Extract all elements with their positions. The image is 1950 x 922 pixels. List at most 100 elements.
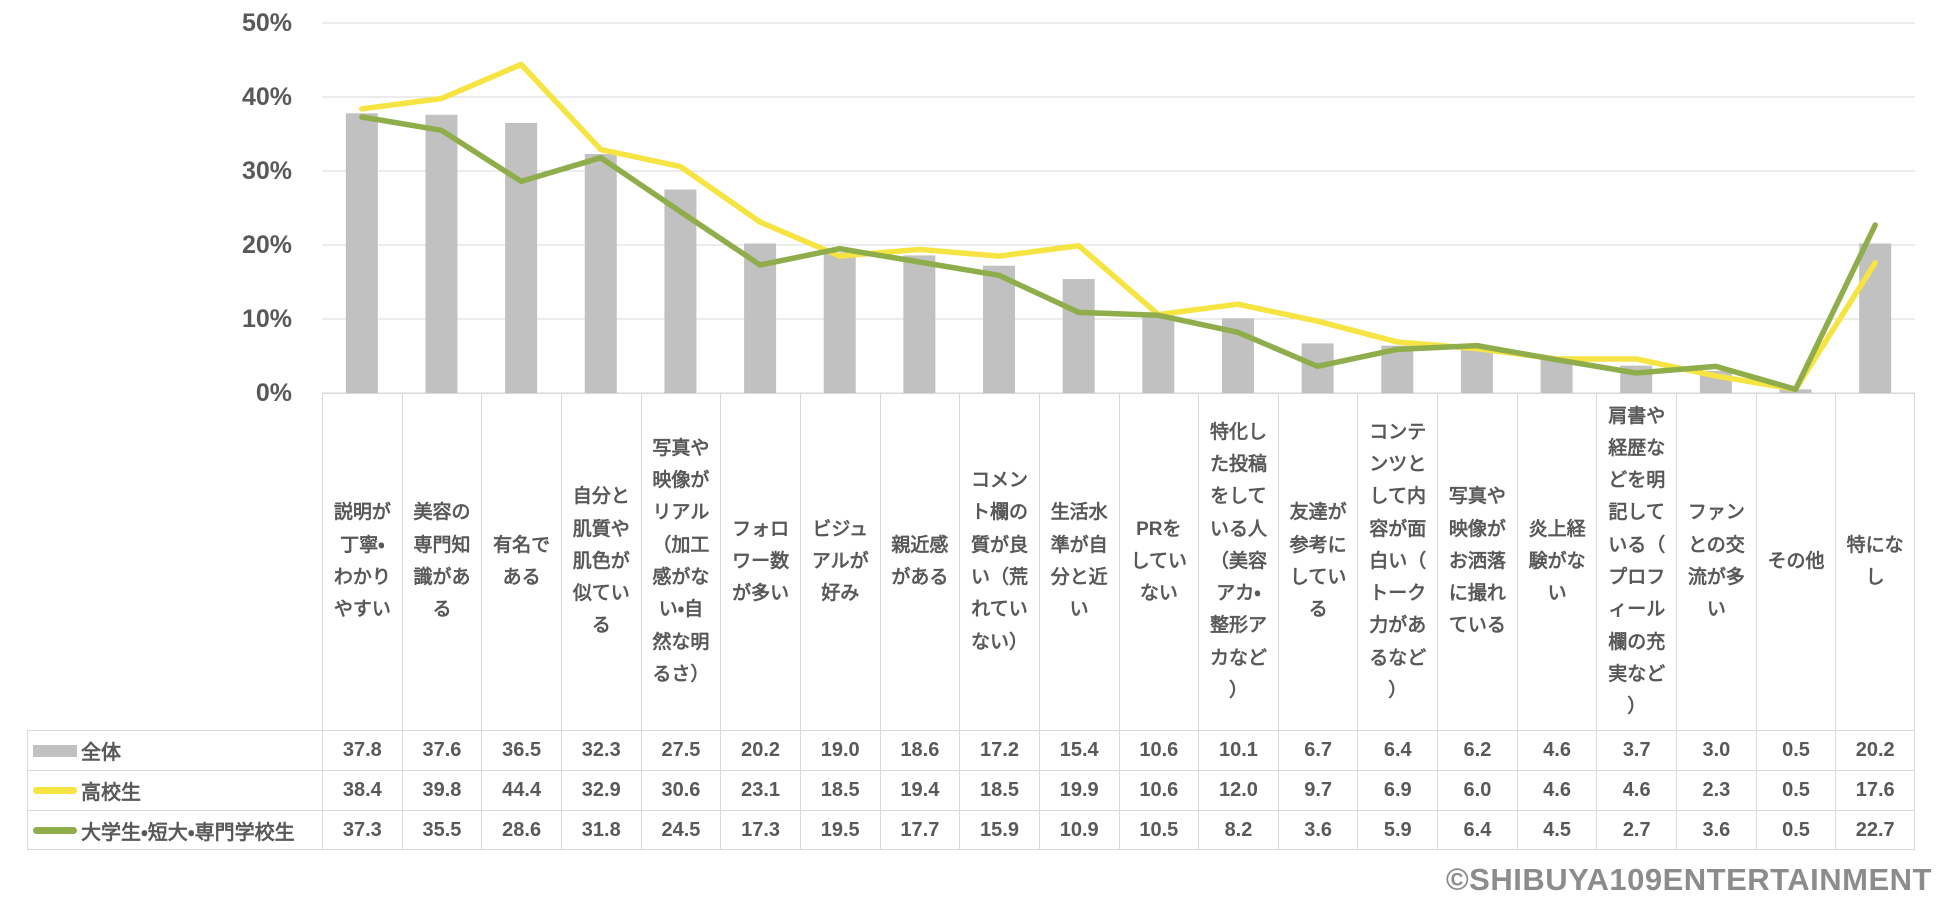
value-cell: 0.5	[1755, 810, 1836, 850]
bar-全体	[744, 243, 777, 393]
value-cell: 28.6	[481, 810, 561, 850]
legend-line-swatch	[33, 787, 77, 794]
bar-全体	[425, 114, 458, 393]
value-cell: 44.4	[481, 770, 561, 810]
category-label: 自分と肌質や肌色が似ている	[560, 393, 641, 730]
value-cell: 31.8	[560, 810, 641, 850]
y-tick-label: 0%	[255, 379, 292, 407]
category-label: 友達が参考にしている	[1277, 393, 1358, 730]
value-cell: 2.7	[1596, 810, 1677, 850]
bar-全体	[983, 265, 1016, 393]
value-cell: 37.8	[322, 730, 402, 770]
value-cell: 0.5	[1755, 730, 1836, 770]
value-cell: 6.0	[1437, 770, 1517, 810]
y-tick-label: 30%	[241, 157, 292, 185]
y-tick-label: 20%	[241, 231, 292, 259]
bar-全体	[1540, 358, 1573, 393]
value-cell: 17.2	[959, 730, 1039, 770]
value-cell: 36.5	[481, 730, 561, 770]
value-cell: 17.3	[720, 810, 800, 850]
value-cell: 10.6	[1118, 770, 1199, 810]
value-cell: 3.7	[1596, 730, 1677, 770]
category-label: 有名である	[481, 393, 561, 730]
category-label: 生活水準が自分と近い	[1038, 393, 1119, 730]
legend-bar-swatch	[33, 744, 77, 757]
category-label: PRをしていない	[1118, 393, 1199, 730]
category-label: 親近感がある	[879, 393, 960, 730]
legend-item-大学生・短大・専門学校生: 大学生・短大・専門学校生	[27, 810, 322, 850]
value-cell: 4.5	[1516, 810, 1597, 850]
value-cell: 6.2	[1437, 730, 1517, 770]
plot-area	[322, 22, 1915, 394]
value-cell: 15.9	[959, 810, 1039, 850]
value-cell: 3.6	[1277, 810, 1358, 850]
value-cell: 5.9	[1357, 810, 1438, 850]
value-cell: 27.5	[640, 730, 721, 770]
value-cell: 18.5	[799, 770, 880, 810]
value-cell: 32.3	[560, 730, 641, 770]
value-cell: 20.2	[720, 730, 800, 770]
category-label: ファンとの交流が多い	[1676, 393, 1756, 730]
category-label: 特化した投稿をしている人（美容アカ・整形アカなど）	[1198, 393, 1278, 730]
value-cell: 37.3	[322, 810, 402, 850]
value-cell: 3.6	[1676, 810, 1756, 850]
category-label: 美容の専門知識がある	[401, 393, 482, 730]
category-label: 説明が丁寧・わかりやすい	[322, 393, 402, 730]
category-label: ビジュアルが好み	[799, 393, 880, 730]
line-大学生・短大・専門学校生	[359, 114, 1878, 393]
category-label: 写真や映像がリアル（加工感がない・自然な明るさ）	[640, 393, 721, 730]
value-cell: 2.3	[1676, 770, 1756, 810]
value-cell: 19.0	[799, 730, 880, 770]
category-label: コンテンツとして内容が面白い（トーク力があるなど）	[1357, 393, 1438, 730]
legend-label: 全体	[81, 742, 121, 764]
legend-item-高校生: 高校生	[27, 770, 322, 810]
bar-全体	[903, 255, 936, 393]
bar-全体	[1859, 243, 1892, 393]
bar-全体	[823, 252, 856, 393]
value-cell: 10.5	[1118, 810, 1199, 850]
value-cell: 37.6	[401, 730, 482, 770]
value-cell: 17.6	[1835, 770, 1915, 810]
value-cell: 0.5	[1755, 770, 1836, 810]
value-cell: 4.6	[1516, 770, 1597, 810]
value-cell: 18.5	[959, 770, 1039, 810]
value-cell: 30.6	[640, 770, 721, 810]
value-cell: 18.6	[879, 730, 960, 770]
value-cell: 10.9	[1038, 810, 1119, 850]
legend-label: 高校生	[81, 782, 141, 804]
bar-全体	[1062, 279, 1095, 393]
value-cell: 22.7	[1835, 810, 1915, 850]
y-tick-label: 50%	[241, 9, 292, 37]
value-cell: 35.5	[401, 810, 482, 850]
value-cell: 4.6	[1596, 770, 1677, 810]
bar-全体	[505, 122, 538, 394]
value-cell: 19.4	[879, 770, 960, 810]
value-cell: 12.0	[1198, 770, 1278, 810]
value-cell: 19.9	[1038, 770, 1119, 810]
value-cell: 20.2	[1835, 730, 1915, 770]
bar-全体	[345, 113, 378, 393]
category-label: 炎上経験がない	[1516, 393, 1597, 730]
value-cell: 15.4	[1038, 730, 1119, 770]
value-cell: 39.8	[401, 770, 482, 810]
category-label: コメント欄の質が良い（荒れていない）	[959, 393, 1039, 730]
bar-全体	[584, 153, 617, 393]
y-tick-label: 10%	[241, 305, 292, 333]
category-label: その他	[1755, 393, 1836, 730]
value-cell: 17.7	[879, 810, 960, 850]
value-cell: 24.5	[640, 810, 721, 850]
category-label: 特になし	[1835, 393, 1915, 730]
bar-全体	[1142, 314, 1175, 393]
value-cell: 3.0	[1676, 730, 1756, 770]
value-cell: 19.5	[799, 810, 880, 850]
copyright-text: ©SHIBUYA109ENTERTAINMENT	[1445, 862, 1932, 897]
category-row-spacer	[27, 393, 322, 730]
value-cell: 10.1	[1198, 730, 1278, 770]
value-cell: 38.4	[322, 770, 402, 810]
value-cell: 6.4	[1357, 730, 1438, 770]
value-cell: 32.9	[560, 770, 641, 810]
category-label: フォロワー数が多い	[720, 393, 800, 730]
value-cell: 6.9	[1357, 770, 1438, 810]
bar-全体	[1460, 347, 1493, 393]
